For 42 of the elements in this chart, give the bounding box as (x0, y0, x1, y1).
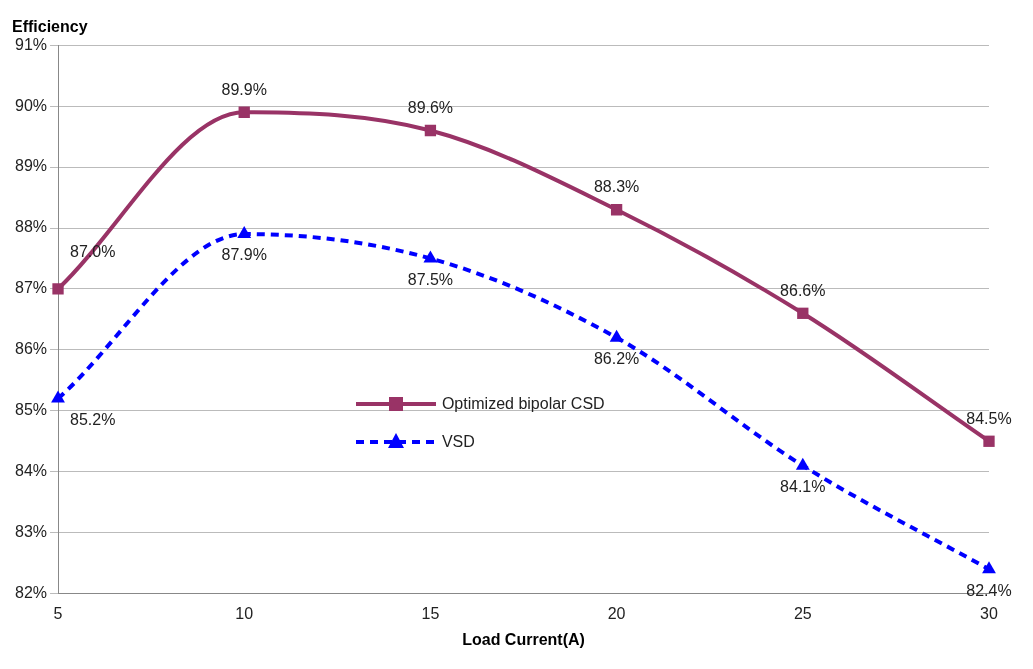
y-tick-label: 86% (14, 340, 48, 358)
point (424, 124, 437, 137)
y-tick-label: 90% (14, 96, 48, 114)
data-label: 84.5% (966, 409, 1012, 427)
data-label: 89.6% (407, 98, 454, 116)
point (51, 390, 65, 403)
data-label: 87.9% (221, 246, 267, 264)
data-label: 89.9% (221, 80, 267, 98)
data-label: 85.2% (70, 411, 116, 429)
data-label: 87.5% (407, 270, 454, 288)
data-label: 84.1% (780, 478, 826, 496)
y-tick-label: 83% (14, 523, 48, 541)
point (797, 307, 809, 319)
y-tick-label: 84% (14, 462, 48, 480)
point (423, 250, 438, 263)
y-tick-label: 82% (14, 584, 48, 602)
point (609, 329, 624, 342)
point (237, 226, 252, 239)
x-tick-label: 25 (793, 604, 812, 622)
y-tick-label: 87% (14, 279, 48, 297)
point (238, 106, 250, 118)
data-label: 86.2% (593, 350, 640, 368)
data-label: 88.3% (593, 178, 640, 196)
legend-label: VSD (441, 433, 475, 452)
y-tick-label: 85% (14, 401, 48, 419)
y-tick-label: 88% (14, 218, 48, 236)
x-tick-label: 5 (53, 604, 63, 622)
x-axis-title: Load Current(A) (462, 630, 585, 648)
y-tick-label: 89% (14, 157, 48, 175)
x-tick-label: 20 (607, 604, 626, 622)
point (982, 561, 996, 574)
x-tick-label: 10 (235, 604, 254, 622)
point (795, 457, 810, 470)
x-tick-label: 30 (980, 604, 998, 622)
y-axis-title: Efficiency (12, 18, 88, 36)
x-tick-label: 15 (421, 604, 440, 622)
legend-label: Optimized bipolar CSD (441, 395, 605, 414)
data-label: 82.4% (966, 581, 1012, 599)
data-label: 86.6% (780, 281, 826, 299)
y-tick-label: 91% (14, 35, 48, 53)
point (983, 435, 995, 447)
point (610, 204, 623, 216)
